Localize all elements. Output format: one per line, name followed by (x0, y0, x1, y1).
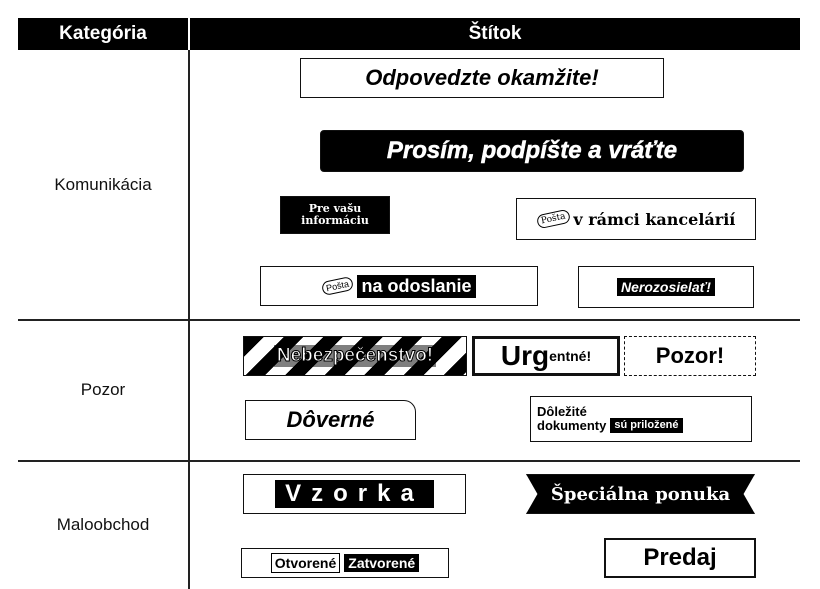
label-text: informáciu (301, 214, 369, 227)
label-sticker: Dôverné (245, 400, 416, 440)
label-text: v rámci kancelárií (573, 209, 736, 229)
label-text: dokumenty (537, 418, 607, 433)
label-text: na odoslanie (357, 274, 476, 298)
label-text: sú priložené (610, 418, 683, 433)
label-text: Pošta (321, 275, 355, 297)
row-divider (18, 319, 800, 321)
label-sticker: Nerozosielať! (578, 266, 754, 308)
label-text: Dôležité (537, 404, 587, 419)
label-text: Predaj (643, 544, 717, 571)
label-sticker: Špeciálna ponuka (526, 474, 755, 514)
label-sticker: Predaj (604, 538, 756, 578)
header-category: Kategória (18, 18, 188, 50)
label-sticker: Odpovedzte okamžite! (300, 58, 664, 98)
label-sticker: Nebezpečenstvo! (243, 336, 467, 376)
label-sticker: Vzorka (243, 474, 466, 514)
label-sticker: Otvorené Zatvorené (241, 548, 449, 578)
label-sticker: Urg entné! (472, 336, 620, 376)
label-text: Zatvorené (344, 554, 420, 572)
label-sticker: Pozor! (624, 336, 756, 376)
label-sticker: Dôležité dokumenty sú priložené (530, 396, 752, 442)
label-text: Nebezpečenstvo! (273, 345, 437, 367)
label-sticker: Pre vašu informáciu (280, 196, 390, 234)
label-text: Dôverné (286, 407, 375, 432)
label-text: Pre vašu (308, 202, 362, 215)
label-sticker: Prosím, podpíšte a vráťte (320, 130, 744, 172)
label-text: Pozor! (655, 343, 725, 368)
label-text: Otvorené (270, 553, 341, 573)
label-text: Urg (500, 340, 550, 371)
row-divider (18, 460, 800, 462)
label-sticker: Pošta v rámci kancelárií (516, 198, 756, 240)
category: Komunikácia (54, 174, 152, 194)
label-text: Nerozosielať! (617, 278, 715, 296)
label-text: Odpovedzte okamžite! (365, 65, 599, 90)
label-text: Prosím, podpíšte a vráťte (386, 137, 678, 165)
category: Pozor (80, 379, 126, 399)
header-label: Štítok (190, 18, 800, 50)
label-sticker: Pošta na odoslanie (260, 266, 538, 306)
label-text: Vzorka (275, 480, 434, 508)
label-text: Pošta (535, 208, 571, 230)
label-text: Špeciálna ponuka (550, 483, 731, 505)
category: Maloobchod (56, 514, 150, 534)
label-text: entné! (549, 348, 592, 364)
